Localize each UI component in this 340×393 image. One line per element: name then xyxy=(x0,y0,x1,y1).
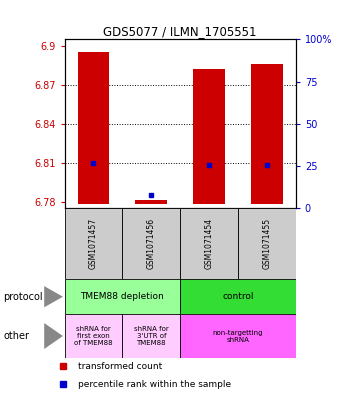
Text: GSM1071456: GSM1071456 xyxy=(147,218,156,269)
Bar xyxy=(122,208,180,279)
Bar xyxy=(78,52,109,204)
Text: shRNA for
3'UTR of
TMEM88: shRNA for 3'UTR of TMEM88 xyxy=(134,326,169,346)
Bar xyxy=(135,200,167,204)
Title: GDS5077 / ILMN_1705551: GDS5077 / ILMN_1705551 xyxy=(103,25,257,38)
Text: non-targetting
shRNA: non-targetting shRNA xyxy=(213,329,263,343)
Bar xyxy=(180,279,296,314)
Text: transformed count: transformed count xyxy=(78,362,162,371)
Bar xyxy=(122,314,180,358)
Bar xyxy=(180,314,296,358)
Text: protocol: protocol xyxy=(3,292,43,302)
Text: GSM1071455: GSM1071455 xyxy=(262,218,271,269)
Bar xyxy=(65,314,122,358)
Text: shRNA for
first exon
of TMEM88: shRNA for first exon of TMEM88 xyxy=(74,326,113,346)
Text: percentile rank within the sample: percentile rank within the sample xyxy=(78,380,231,389)
Text: other: other xyxy=(3,331,29,341)
Bar xyxy=(193,69,225,204)
Text: TMEM88 depletion: TMEM88 depletion xyxy=(81,292,164,301)
Text: control: control xyxy=(222,292,254,301)
Bar xyxy=(238,208,296,279)
Bar xyxy=(65,279,180,314)
Bar xyxy=(180,208,238,279)
Polygon shape xyxy=(44,323,63,349)
Bar xyxy=(251,64,283,204)
Bar xyxy=(65,208,122,279)
Text: GSM1071454: GSM1071454 xyxy=(205,218,214,269)
Polygon shape xyxy=(44,286,63,307)
Text: GSM1071457: GSM1071457 xyxy=(89,218,98,269)
